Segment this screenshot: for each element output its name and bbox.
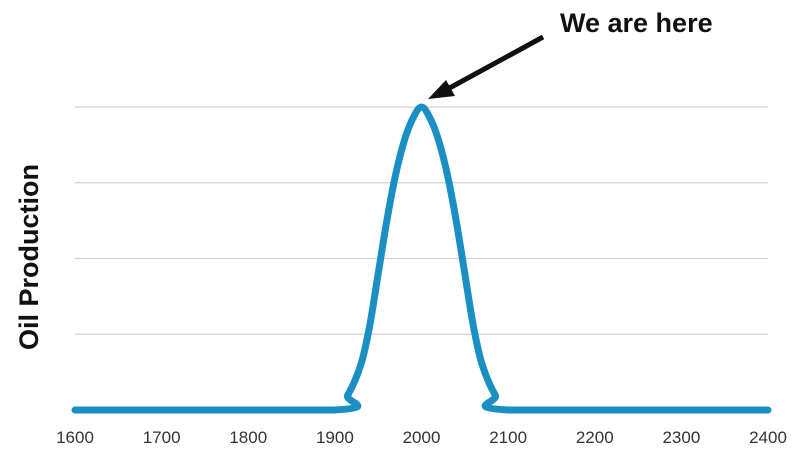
gridlines [75, 106, 768, 335]
x-tick-label: 1600 [56, 428, 94, 447]
x-tick-label: 2000 [402, 428, 441, 447]
x-tick-label: 2400 [749, 428, 787, 447]
y-axis-label: Oil Production [14, 164, 44, 350]
x-tick-label: 2300 [662, 428, 701, 447]
x-tick-label: 1700 [142, 428, 181, 447]
production-curve [71, 103, 772, 414]
x-tick-label: 1900 [315, 428, 354, 447]
x-tick-label: 2100 [489, 428, 528, 447]
annotation-label: We are here [560, 8, 713, 38]
x-tick-label: 1800 [229, 428, 268, 447]
x-tick-label: 2200 [575, 428, 614, 447]
arrow-icon [428, 34, 545, 99]
